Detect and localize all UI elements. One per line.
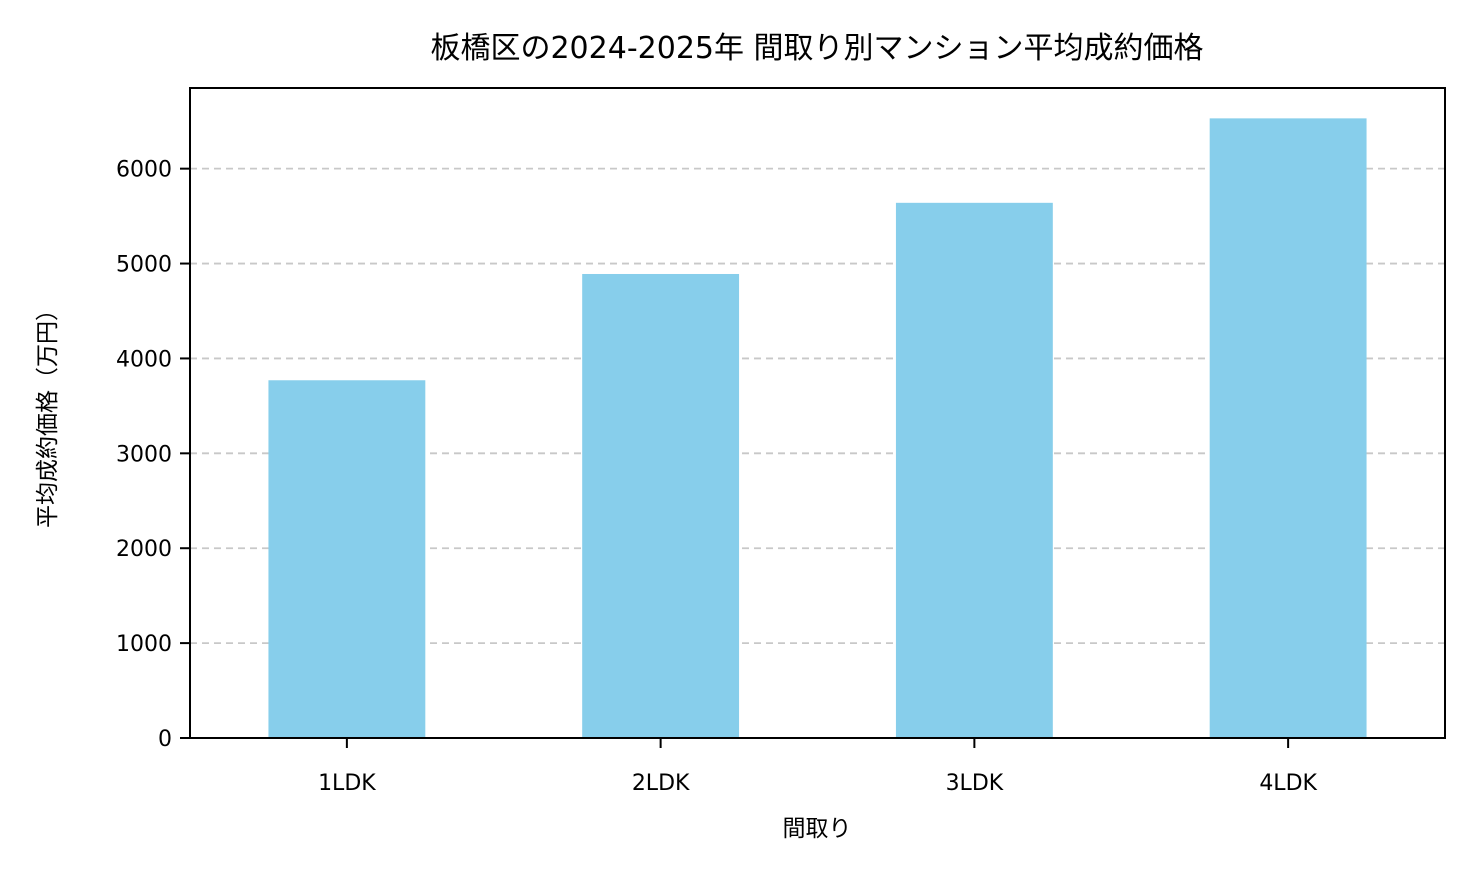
x-axis-label: 間取り [783, 816, 852, 842]
bar-3LDK [895, 202, 1053, 739]
bar-2LDK [582, 273, 740, 738]
y-tick-label: 4000 [116, 347, 172, 372]
plot-frame [189, 87, 1446, 739]
y-tick-label: 0 [158, 727, 172, 752]
y-axis-label: 平均成約価格（万円） [35, 298, 61, 528]
bars [268, 118, 1367, 739]
bar-4LDK [1209, 118, 1367, 738]
bar-1LDK [268, 380, 426, 738]
y-tick-label: 1000 [116, 632, 172, 657]
y-tick-label: 2000 [116, 537, 172, 562]
y-axis-ticks: 0 1000 2000 3000 4000 5000 6000 [116, 158, 190, 752]
x-tick-label: 2LDK [632, 771, 690, 796]
chart-title: 板橋区の2024-2025年 間取り別マンション平均成約価格 [430, 31, 1203, 66]
x-axis-ticks: 1LDK 2LDK 3LDK 4LDK [318, 738, 1318, 796]
x-tick-label: 1LDK [318, 771, 376, 796]
y-tick-label: 6000 [116, 158, 172, 183]
y-tick-label: 3000 [116, 442, 172, 467]
x-tick-label: 4LDK [1259, 771, 1317, 796]
y-tick-label: 5000 [116, 253, 172, 278]
x-tick-label: 3LDK [946, 771, 1004, 796]
